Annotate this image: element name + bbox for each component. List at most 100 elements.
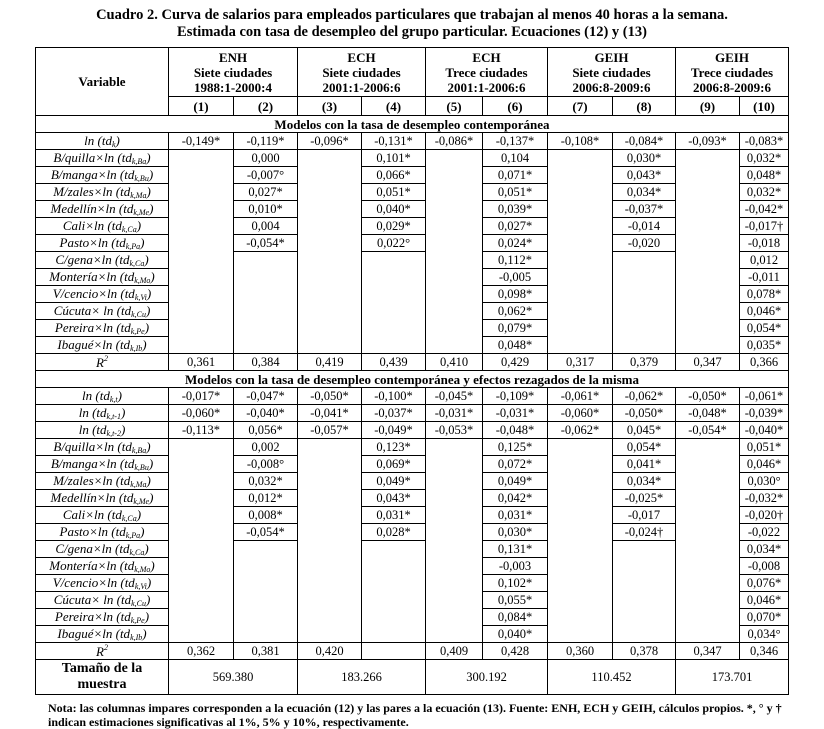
label-text-end: ) — [146, 286, 152, 302]
empty-cell — [425, 268, 483, 286]
label-text-end: ) — [140, 235, 145, 251]
coefficient-cell: -0,037* — [361, 404, 426, 422]
coefficient-cell: 0,031* — [482, 506, 548, 524]
empty-cell — [361, 319, 426, 337]
coefficient-cell: 0,000 — [233, 149, 298, 167]
label-text: B/manga×ln (td — [50, 167, 135, 183]
label-text-end: ) — [146, 575, 152, 591]
coefficient-cell: 0,032* — [739, 149, 789, 167]
empty-cell — [612, 336, 676, 354]
empty-cell — [361, 302, 426, 320]
empty-cell — [425, 302, 483, 320]
period: 2006:8-2009:6 — [693, 79, 771, 95]
empty-cell — [168, 234, 234, 252]
empty-cell — [675, 285, 740, 303]
label-text-end: ) — [144, 320, 150, 336]
coefficient-cell: -0,047* — [233, 387, 298, 405]
table-row: Cali×ln (tdk,Ca) 0,004 0,029* 0,027* -0,014 -… — [35, 217, 789, 235]
variable-label: M/zales×ln (tdk,Ma) — [35, 472, 169, 490]
empty-cell — [297, 336, 362, 354]
empty-cell — [297, 438, 362, 456]
coefficient-cell: -0,049* — [361, 421, 426, 439]
label-text-end: ) — [149, 201, 154, 217]
sample-size-value: 110.452 — [547, 659, 676, 695]
coefficient-cell: -0,093* — [675, 132, 740, 150]
empty-cell — [612, 608, 676, 626]
empty-cell — [425, 217, 483, 235]
cities: Siete ciudades — [572, 64, 651, 80]
empty-cell — [675, 455, 740, 473]
empty-cell — [547, 166, 613, 184]
empty-cell — [675, 268, 740, 286]
variable-label: Pereira×ln (tdk,Pe) — [35, 608, 169, 626]
coefficient-cell: -0,100* — [361, 387, 426, 405]
table-row: Pereira×ln (tdk,Pe) 0,079* 0,054* — [35, 319, 789, 337]
label-subscript: k,Ca — [121, 514, 137, 523]
coefficient-cell: 0,024* — [482, 234, 548, 252]
variable-label: Montería×ln (tdk,Mo) — [35, 557, 169, 575]
label-text: B/quilla×ln (td — [53, 439, 132, 455]
coefficient-cell: 0,010* — [233, 200, 298, 218]
coefficient-cell: -0,057* — [297, 421, 362, 439]
coefficient-cell: -0,045* — [425, 387, 483, 405]
coefficient-cell: 0,078* — [739, 285, 789, 303]
coefficient-cell: 0,034* — [612, 183, 676, 201]
empty-cell — [361, 336, 426, 354]
label-text: R — [96, 643, 104, 659]
survey-name: ECH — [472, 49, 501, 65]
variable-label: ln (tdk,t) — [35, 387, 169, 405]
variable-label: Ibagué×ln (tdk,Ib) — [35, 625, 169, 643]
coefficient-cell: 0,076* — [739, 574, 789, 592]
empty-cell — [675, 523, 740, 541]
title-line-1: Cuadro 2. Curva de salarios para emplead… — [96, 7, 728, 23]
variable-label: Pasto×ln (tdk,Pa) — [35, 234, 169, 252]
coefficient-cell: 0,012* — [233, 489, 298, 507]
empty-cell — [168, 540, 234, 558]
label-text: C/gena×ln (td — [55, 541, 130, 557]
empty-cell — [425, 506, 483, 524]
empty-cell — [297, 166, 362, 184]
empty-cell — [675, 234, 740, 252]
coefficient-cell: -0,007° — [233, 166, 298, 184]
coefficient-cell: 0,347 — [675, 642, 740, 660]
survey-name: GEIH — [594, 49, 629, 65]
coefficient-cell: -0,031* — [425, 404, 483, 422]
empty-cell — [361, 557, 426, 575]
empty-cell — [297, 591, 362, 609]
empty-cell — [297, 217, 362, 235]
label-text-end: ) — [115, 133, 120, 149]
empty-cell — [297, 489, 362, 507]
empty-cell — [675, 557, 740, 575]
empty-cell — [675, 591, 740, 609]
coefficient-cell: 0,046* — [739, 455, 789, 473]
empty-cell — [168, 302, 234, 320]
empty-cell — [297, 472, 362, 490]
coefficient-cell: 0,008* — [233, 506, 298, 524]
empty-cell — [233, 625, 298, 643]
label-text-end: ) — [142, 337, 147, 353]
empty-cell — [675, 625, 740, 643]
label-text-end: ) — [136, 507, 142, 523]
table-title: Cuadro 2. Curva de salarios para emplead… — [0, 7, 824, 41]
empty-cell — [547, 438, 613, 456]
empty-cell — [297, 506, 362, 524]
empty-cell — [168, 574, 234, 592]
empty-cell — [547, 506, 613, 524]
coefficient-cell: 0,034* — [612, 472, 676, 490]
coefficient-cell: 0,066* — [361, 166, 426, 184]
variable-label: R2 — [35, 642, 169, 660]
empty-cell — [297, 268, 362, 286]
coefficient-cell: 0,101* — [361, 149, 426, 167]
coefficient-cell: 0,042* — [482, 489, 548, 507]
label-text-end: ) — [145, 303, 151, 319]
label-subscript: k — [111, 140, 116, 149]
coefficient-cell: 0,049* — [482, 472, 548, 490]
coefficient-cell: 0,062* — [482, 302, 548, 320]
table-row: V/cencio×ln (tdk,Vi) 0,102* 0,076* — [35, 574, 789, 592]
label-subscript: k,t — [109, 395, 118, 404]
empty-cell — [425, 625, 483, 643]
label-subscript: k,Me — [133, 208, 150, 217]
coefficient-cell: -0,008° — [233, 455, 298, 473]
label-text: Medellín×ln (td — [50, 490, 134, 506]
coefficient-cell: -0,131* — [361, 132, 426, 150]
